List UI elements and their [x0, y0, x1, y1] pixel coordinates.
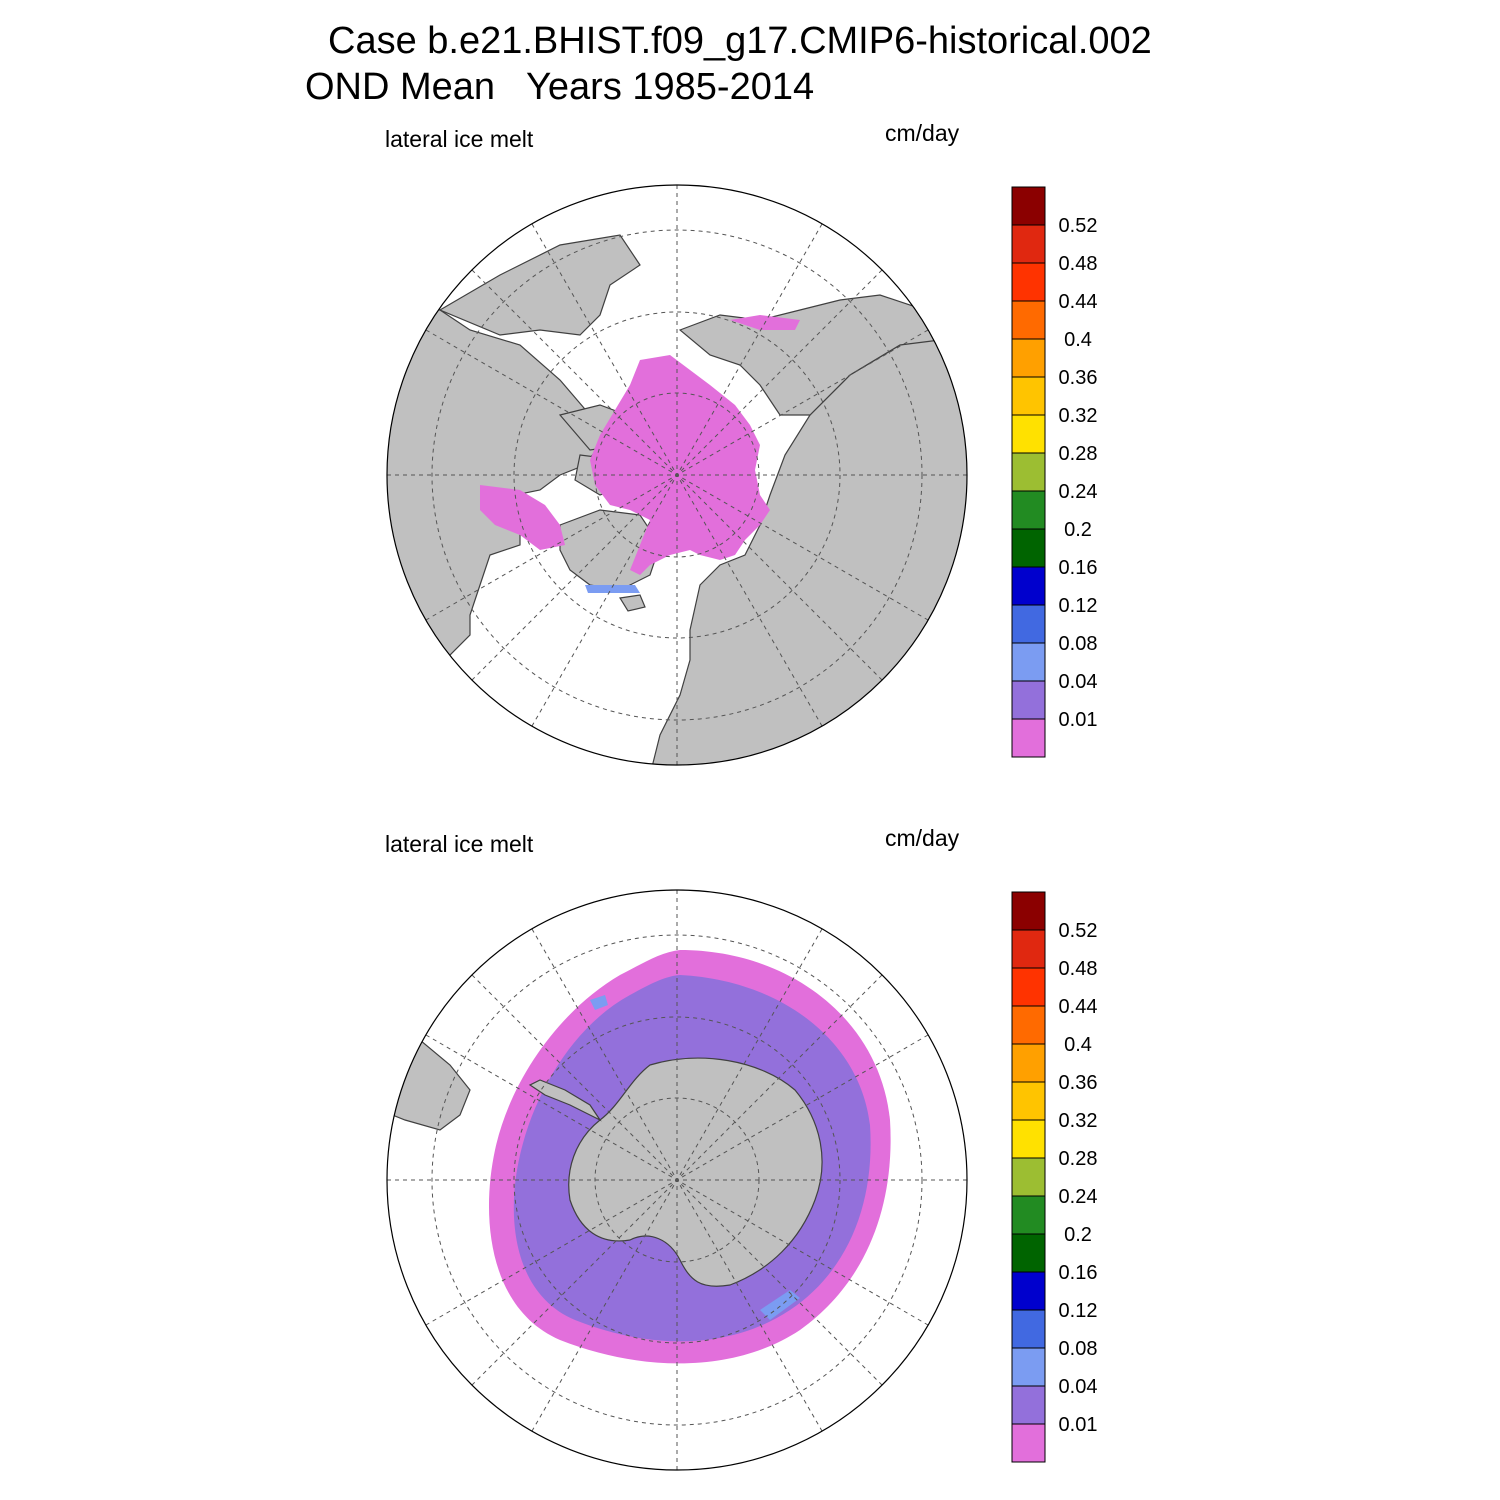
colorbar-tick-label: 0.52 [1059, 920, 1098, 942]
graticule [387, 890, 967, 1470]
colorbar-tick-label: 0.2 [1064, 519, 1092, 541]
panel-north: lateral ice melt cm/day [0, 115, 1500, 820]
chukotka-alaska-land [438, 234, 641, 336]
iceland-land [619, 594, 646, 612]
colorbar-swatch [1011, 528, 1046, 568]
hudson-bay-ice-region [480, 485, 565, 550]
colorbar-tick-label: 0.52 [1059, 215, 1098, 237]
colorbar-swatch [1011, 929, 1046, 969]
map-canvas: 0.01 0.04 0.08 0.12 0.16 0.2 0.24 0.28 0.32 0.36 0… [386, 184, 1098, 766]
colorbar-tick-label: 0.16 [1059, 557, 1098, 579]
variable-label: lateral ice melt [385, 831, 534, 857]
colorbar-swatch [1011, 1005, 1046, 1045]
colorbar-tick-label: 0.4 [1064, 329, 1092, 351]
colorbar-swatch [1011, 1423, 1046, 1463]
colorbar-swatch [1011, 891, 1046, 931]
map-border [386, 184, 968, 766]
colorbar-swatch [1011, 642, 1046, 682]
colorbar-swatch [1011, 1195, 1046, 1235]
colorbar-tick-label: 0.2 [1064, 1224, 1092, 1246]
units-label: cm/day [885, 120, 960, 146]
colorbar-swatch [1011, 1233, 1046, 1273]
colorbar-swatch [1011, 338, 1046, 378]
colorbar-swatch [1011, 414, 1046, 454]
arctic-ice-region [590, 355, 770, 575]
colorbar-swatch [1011, 680, 1046, 720]
figure-title-period: OND Mean Years 1985-2014 [305, 66, 815, 108]
colorbar-swatch [1011, 1347, 1046, 1387]
colorbar-tick-label: 0.24 [1059, 1186, 1098, 1208]
colorbar-tick-label: 0.08 [1059, 633, 1098, 655]
colorbar-swatch [1011, 224, 1046, 264]
graticule [387, 185, 967, 765]
colorbar-swatch [1011, 1119, 1046, 1159]
greenland-sea-ice-region [585, 585, 640, 593]
colorbar-tick-label: 0.32 [1059, 1110, 1098, 1132]
units-label: cm/day [885, 825, 960, 851]
colorbar-tick-label: 0.44 [1059, 996, 1098, 1018]
colorbar-tick-label: 0.36 [1059, 367, 1098, 389]
colorbar-tick-label: 0.32 [1059, 405, 1098, 427]
colorbar-tick-label: 0.48 [1059, 958, 1098, 980]
colorbar-swatch [1011, 1385, 1046, 1425]
colorbar-swatch [1011, 376, 1046, 416]
colorbar-tick-label: 0.01 [1059, 709, 1098, 731]
colorbar-tick-label: 0.04 [1059, 671, 1098, 693]
colorbar-tick-label: 0.12 [1059, 595, 1098, 617]
variable-label: lateral ice melt [385, 126, 534, 152]
map-canvas: 0.01 0.04 0.08 0.12 0.16 0.2 0.24 0.28 0.32 0.36 0… [386, 889, 1098, 1471]
colorbar-swatch [1011, 262, 1046, 302]
antarctic-peninsula-land [528, 1079, 602, 1122]
antarctica-land [568, 1057, 823, 1287]
colorbar: 0.01 0.04 0.08 0.12 0.16 0.2 0.24 0.28 0.32 0.36 0… [1011, 891, 1098, 1463]
colorbar-swatch [1011, 300, 1046, 340]
colorbar-tick-label: 0.44 [1059, 291, 1098, 313]
colorbar-swatch [1011, 1309, 1046, 1349]
higher-melt-patch [590, 995, 608, 1010]
colorbar-tick-label: 0.28 [1059, 443, 1098, 465]
colorbar-tick-label: 0.04 [1059, 1376, 1098, 1398]
colorbar-swatch [1011, 490, 1046, 530]
colorbar-tick-label: 0.28 [1059, 1148, 1098, 1170]
map-border [386, 889, 968, 1471]
colorbar-tick-label: 0.01 [1059, 1414, 1098, 1436]
colorbar-swatch [1011, 186, 1046, 226]
colorbar-tick-label: 0.48 [1059, 253, 1098, 275]
colorbar-swatch [1011, 967, 1046, 1007]
colorbar-swatch [1011, 1043, 1046, 1083]
panel-south: lateral ice melt cm/day [0, 820, 1500, 1500]
colorbar: 0.01 0.04 0.08 0.12 0.16 0.2 0.24 0.28 0.32 0.36 0… [1011, 186, 1098, 758]
colorbar-swatch [1011, 566, 1046, 606]
colorbar-tick-label: 0.08 [1059, 1338, 1098, 1360]
colorbar-swatch [1011, 604, 1046, 644]
colorbar-tick-label: 0.36 [1059, 1072, 1098, 1094]
colorbar-tick-label: 0.12 [1059, 1300, 1098, 1322]
colorbar-swatch [1011, 452, 1046, 492]
figure-title-case: Case b.e21.BHIST.f09_g17.CMIP6-historica… [328, 20, 1152, 62]
colorbar-swatch [1011, 1271, 1046, 1311]
colorbar-swatch [1011, 1157, 1046, 1197]
colorbar-tick-label: 0.24 [1059, 481, 1098, 503]
colorbar-swatch [1011, 718, 1046, 758]
colorbar-tick-label: 0.4 [1064, 1034, 1092, 1056]
colorbar-tick-label: 0.16 [1059, 1262, 1098, 1284]
colorbar-swatch [1011, 1081, 1046, 1121]
